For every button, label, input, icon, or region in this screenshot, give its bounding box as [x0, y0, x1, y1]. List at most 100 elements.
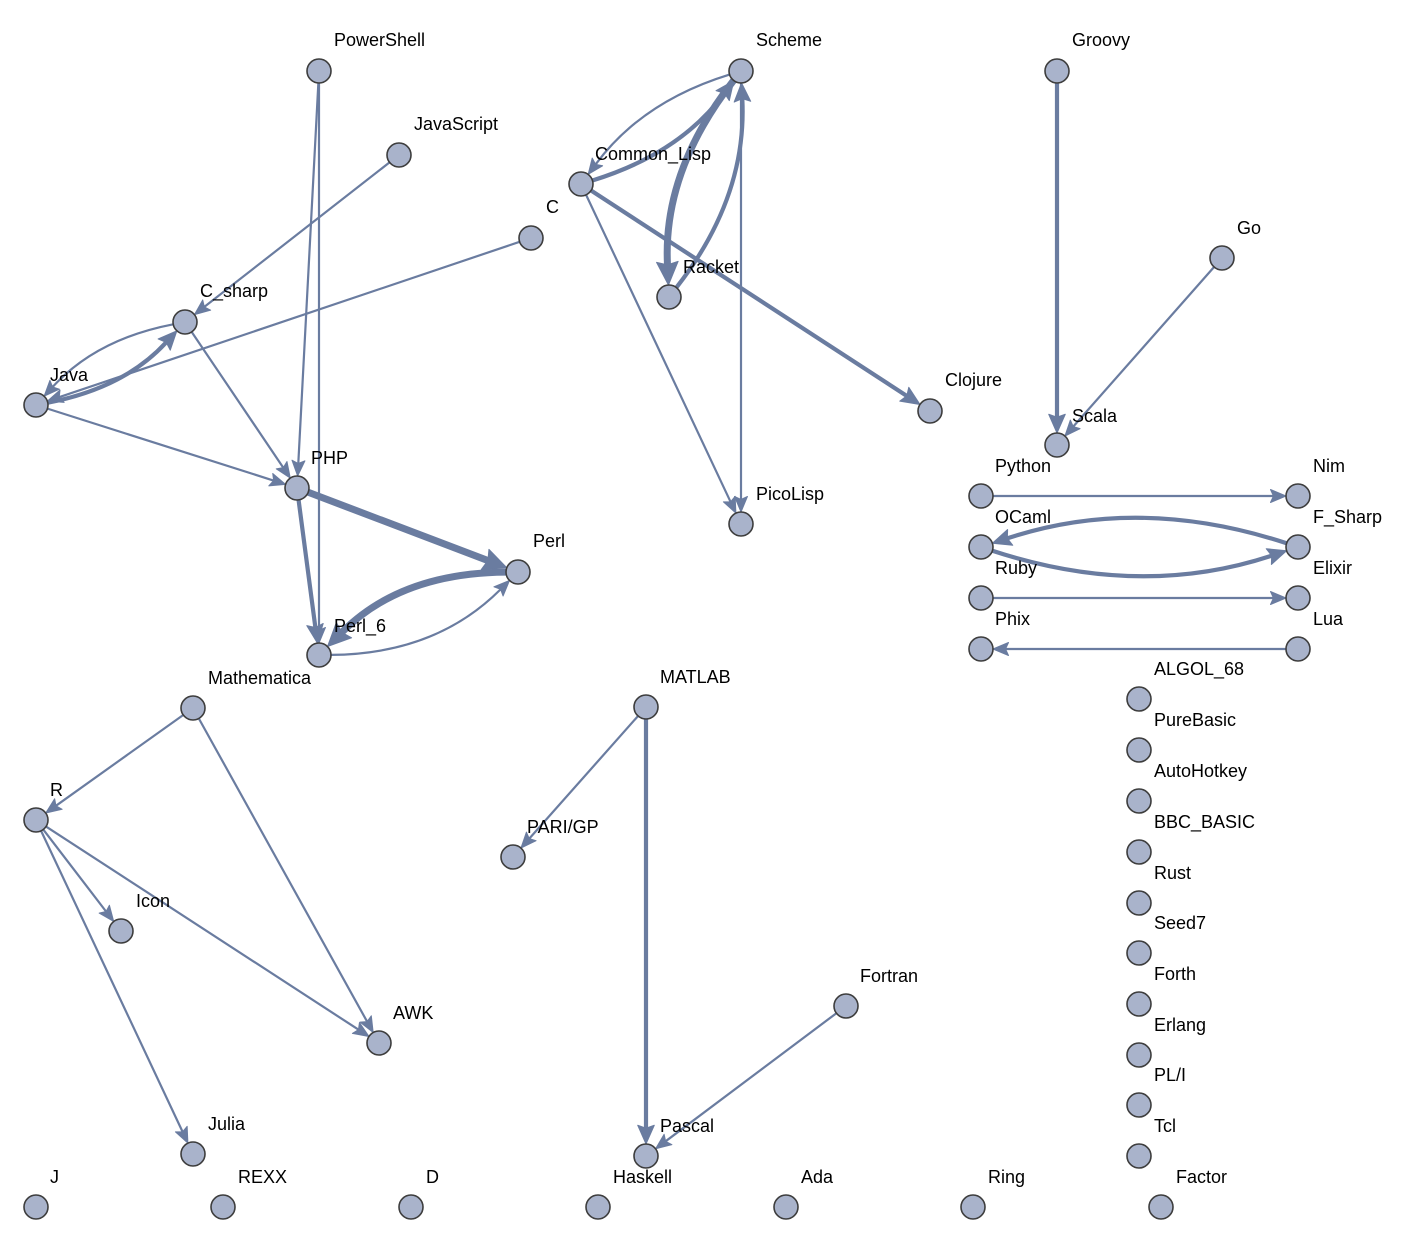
- edge-line: [1072, 265, 1216, 427]
- node-pl-i: PL/I: [1126, 1065, 1186, 1118]
- node-circle: [1126, 788, 1152, 814]
- arrowhead: [1269, 591, 1287, 605]
- edge-ruby-to-elixir: [991, 591, 1287, 605]
- edge-common-lisp-to-picolisp: [585, 193, 737, 514]
- arrowhead: [359, 1015, 374, 1034]
- edge-line: [674, 97, 745, 290]
- node-algol-68: ALGOL_68: [1126, 659, 1244, 712]
- node-circle: [210, 1194, 236, 1220]
- node-label: PureBasic: [1154, 710, 1236, 730]
- node-circle: [1126, 737, 1152, 763]
- node-bbc-basic: BBC_BASIC: [1126, 812, 1255, 865]
- node-circle: [1044, 432, 1070, 458]
- node-label: Python: [995, 456, 1051, 476]
- edge-ocaml-to-f-sharp: [990, 548, 1288, 579]
- arrowhead: [991, 529, 1014, 546]
- arrowhead: [734, 495, 748, 513]
- node-label: J: [50, 1167, 59, 1187]
- edge-line: [40, 829, 184, 1132]
- edge-scheme-to-common-lisp: [587, 73, 731, 175]
- node-label: OCaml: [995, 507, 1051, 527]
- node-powershell: PowerShell: [306, 30, 425, 84]
- node-rexx: REXX: [210, 1167, 287, 1220]
- edge-r-to-julia: [40, 829, 189, 1144]
- node-rust: Rust: [1126, 863, 1191, 916]
- node-circle: [180, 695, 206, 721]
- node-label: MATLAB: [660, 667, 731, 687]
- node-circle: [306, 58, 332, 84]
- node-circle: [728, 58, 754, 84]
- arrowhead: [291, 459, 306, 477]
- node-label: Clojure: [945, 370, 1002, 390]
- edge-line: [304, 488, 491, 564]
- node-circle: [1126, 1092, 1152, 1118]
- node-circle: [505, 559, 531, 585]
- node-label: Java: [50, 365, 89, 385]
- node-circle: [23, 392, 49, 418]
- arrowhead: [587, 157, 604, 175]
- node-circle: [633, 694, 659, 720]
- edge-mathematica-to-r: [45, 713, 185, 814]
- arrowhead: [45, 798, 63, 814]
- node-scala: Scala: [1044, 406, 1118, 458]
- node-label: Phix: [995, 609, 1030, 629]
- node-circle: [1285, 636, 1311, 662]
- node-circle: [306, 642, 332, 668]
- node-label: PARI/GP: [527, 817, 599, 837]
- node-circle: [960, 1194, 986, 1220]
- edge-line: [329, 588, 502, 657]
- node-c: C: [518, 197, 559, 251]
- node-circle: [1126, 1143, 1152, 1169]
- node-circle: [1209, 245, 1235, 271]
- edge-line: [588, 188, 909, 398]
- node-label: Forth: [1154, 964, 1196, 984]
- node-label: Mathematica: [208, 668, 312, 688]
- node-fortran: Fortran: [833, 966, 918, 1019]
- node-circle: [728, 511, 754, 537]
- edge-r-to-icon: [42, 828, 115, 922]
- node-label: Perl_6: [334, 616, 386, 637]
- node-label: AWK: [393, 1003, 433, 1023]
- node-mathematica: Mathematica: [180, 668, 312, 721]
- node-circle: [1285, 585, 1311, 611]
- node-circle: [23, 807, 49, 833]
- node-d: D: [398, 1167, 439, 1220]
- node-circle: [833, 993, 859, 1019]
- node-circle: [1044, 58, 1070, 84]
- node-circle: [1285, 483, 1311, 509]
- arrowhead: [733, 82, 752, 103]
- node-seed7: Seed7: [1126, 913, 1206, 966]
- arrowhead: [275, 461, 291, 479]
- arrowhead: [722, 495, 737, 514]
- edge-line: [1006, 515, 1289, 546]
- arrowhead: [899, 386, 921, 405]
- arrowhead: [480, 548, 508, 571]
- node-circle: [23, 1194, 49, 1220]
- node-pascal: Pascal: [633, 1116, 714, 1169]
- arrowhead: [520, 831, 537, 849]
- edge-scheme-to-picolisp: [734, 81, 748, 513]
- node-label: F_Sharp: [1313, 507, 1382, 528]
- node-circle: [1126, 839, 1152, 865]
- node-perl-6: Perl_6: [306, 616, 386, 668]
- edge-perl-6-to-perl: [329, 579, 510, 657]
- node-label: Haskell: [613, 1167, 672, 1187]
- node-phix: Phix: [968, 609, 1030, 662]
- node-picolisp: PicoLisp: [728, 484, 824, 537]
- node-circle: [518, 225, 544, 251]
- node-ada: Ada: [773, 1167, 834, 1220]
- arrowhead: [351, 1022, 370, 1037]
- node-circle: [773, 1194, 799, 1220]
- edge-line: [190, 330, 284, 468]
- edge-line: [595, 73, 731, 165]
- edge-python-to-nim: [991, 489, 1287, 503]
- node-php: PHP: [284, 448, 348, 501]
- arrowhead: [193, 299, 212, 316]
- node-label: Ada: [801, 1167, 834, 1187]
- node-label: Fortran: [860, 966, 918, 986]
- node-circle: [108, 918, 134, 944]
- node-icon: Icon: [108, 891, 170, 944]
- node-perl: Perl: [505, 531, 565, 585]
- node-purebasic: PureBasic: [1126, 710, 1236, 763]
- edge-line: [297, 81, 320, 464]
